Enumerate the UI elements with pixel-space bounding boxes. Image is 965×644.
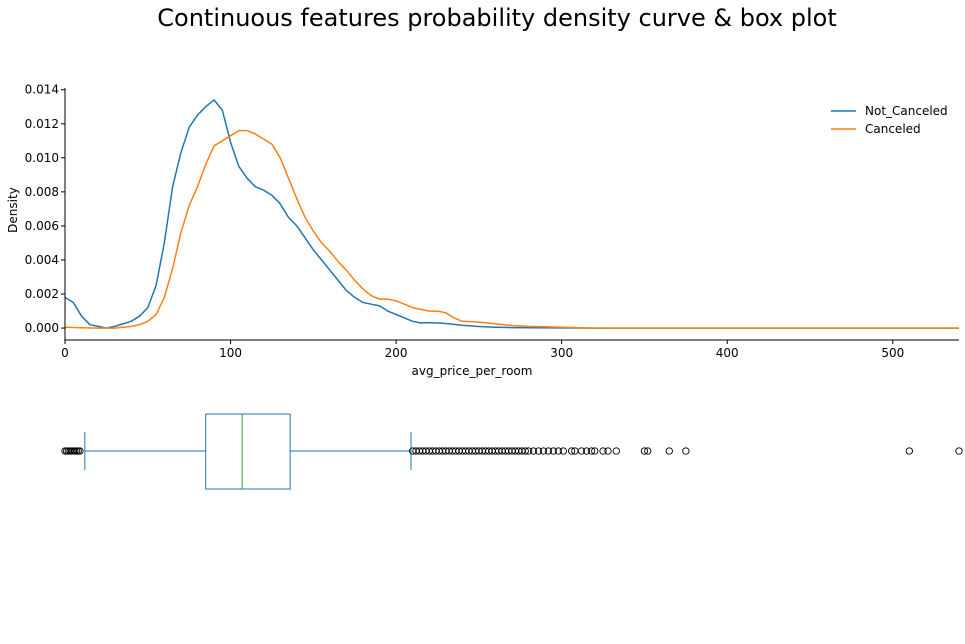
density-curves — [64, 99, 959, 329]
y-tick-label: 0.010 — [25, 151, 59, 165]
y-tick-label: 0.002 — [25, 287, 59, 301]
density-y-ticks: 0.000 0.002 0.004 0.006 0.008 0.010 0.012 0.014 — [25, 83, 65, 335]
x-tick-label: 500 — [881, 346, 904, 360]
legend-label-not-canceled: Not_Canceled — [865, 104, 948, 118]
box-outlier-point — [567, 447, 576, 455]
box-outlier-point — [587, 447, 596, 455]
density-x-ticks: 0 100 200 300 400 500 — [61, 340, 904, 360]
x-tick-label: 200 — [385, 346, 408, 360]
x-tick-label: 100 — [219, 346, 242, 360]
box-outlier-point — [76, 447, 84, 455]
density-plot: 0 100 200 300 400 500 0.0000.0020.0040.0060.0… — [6, 83, 959, 378]
box-outlier-point — [529, 447, 538, 455]
box-outlier-point — [682, 447, 690, 455]
box-outlier-point — [554, 447, 563, 455]
box-outlier-point — [534, 447, 543, 455]
y-tick-label: 0.000 — [25, 321, 59, 335]
y-tick-label: 0.012 — [25, 117, 59, 131]
y-tick-label: 0.008 — [25, 185, 59, 199]
box-outlier-point — [604, 447, 612, 455]
box-outlier-point — [577, 447, 586, 455]
density-y-axis-label: Density — [6, 187, 20, 233]
box-outlier-point — [612, 447, 620, 455]
x-tick-label: 0 — [61, 346, 69, 360]
box-outlier-point — [591, 447, 599, 455]
x-tick-label: 400 — [716, 346, 739, 360]
y-tick-label: 0.004 — [25, 253, 59, 267]
box-outlier-point — [905, 447, 913, 455]
figure-title: Continuous features probability density … — [157, 4, 837, 32]
density-legend: Not_Canceled Canceled — [831, 104, 948, 136]
density-line-canceled — [64, 129, 959, 329]
box-outlier-point — [955, 447, 963, 455]
x-tick-label: 300 — [550, 346, 573, 360]
density-x-axis-label: avg_price_per_room — [412, 364, 533, 378]
y-tick-label: 0.014 — [25, 83, 59, 97]
box-outlier-point — [521, 447, 529, 455]
legend-label-canceled: Canceled — [865, 122, 921, 136]
y-tick-label: 0.006 — [25, 219, 59, 233]
density-line-not-canceled — [64, 99, 959, 329]
box-iqr — [205, 413, 291, 490]
box-outlier-point — [582, 447, 591, 455]
box-plot — [61, 413, 963, 490]
box-outlier-point — [665, 447, 673, 455]
box-outlier-point — [559, 447, 567, 455]
box-outlier-point — [539, 447, 548, 455]
box-outlier-point — [549, 447, 558, 455]
box-outlier-point — [524, 447, 533, 455]
box-outlier-point — [644, 447, 652, 455]
box-outlier-point — [544, 447, 553, 455]
box-outlier-point — [640, 447, 649, 455]
box-outlier-point — [599, 447, 607, 455]
